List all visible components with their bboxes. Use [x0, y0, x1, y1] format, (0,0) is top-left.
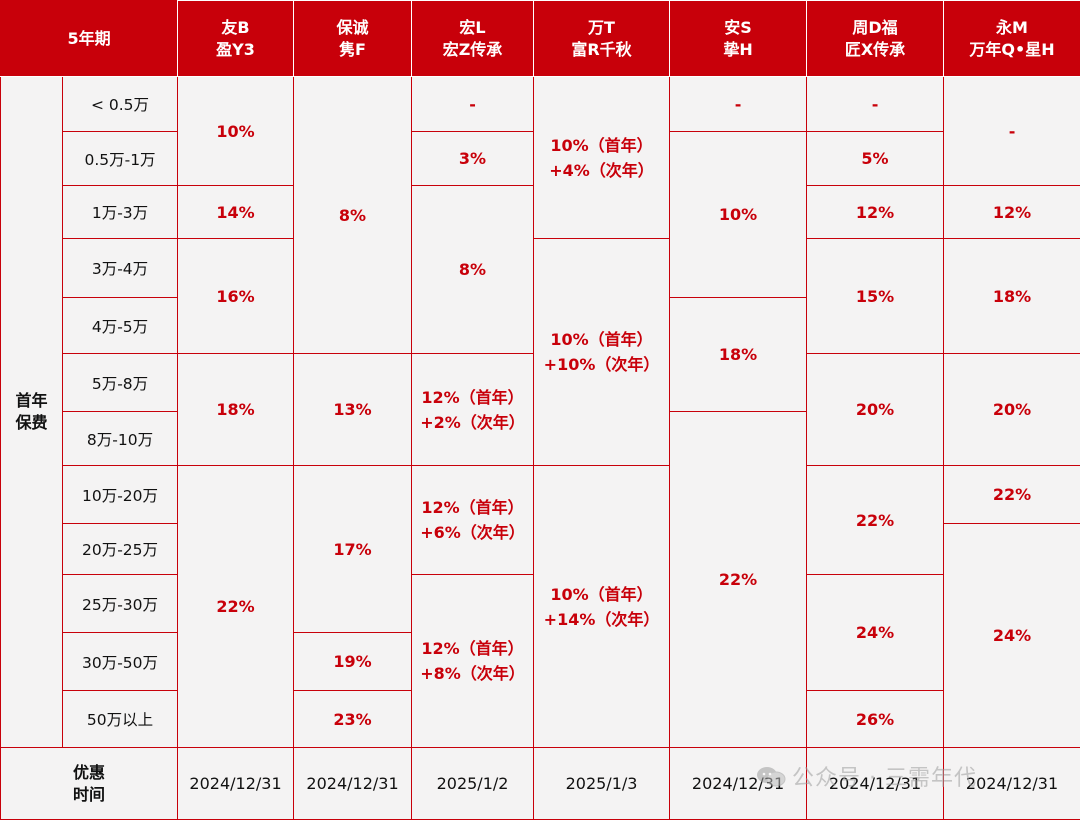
wechat-icon: [757, 767, 786, 787]
promo-date-cell: 2025/1/2: [411, 747, 535, 820]
rate-cell: 18%: [943, 238, 1080, 354]
rate-cell: 10%（首年） +4%（次年）: [533, 76, 671, 239]
table-row: 首年 保费 < 0.5万 10% 8% - 10%（首年） +4%（次年） - - …: [0, 76, 1080, 748]
range-cell: 5万-8万: [61, 353, 179, 412]
table-row: 3万-4万 16% 10%（首年） +10%（次年） 15% 18%: [1, 238, 1080, 466]
footer-row: 优惠 时间 2024/12/31 2024/12/31 2025/1/2 2025…: [0, 747, 1080, 820]
table-row: 4万-5万 18%: [1, 297, 1080, 412]
rate-cell: 12%: [943, 185, 1080, 239]
rate-cell: 15%: [806, 238, 945, 354]
rate-cell: 14%: [177, 185, 295, 239]
rate-cell: -: [806, 76, 945, 132]
table-row: 25万-30万 12%（首年） +8%（次年） 24%: [1, 574, 1080, 748]
section-label: 首年 保费: [0, 76, 63, 748]
header-row: 5年期 友B 盈Y3 保诚 隽F 宏L 宏Z传承 万T 富R千秋 安S 挚H 周D福 匠X传…: [0, 0, 1080, 77]
product-header-baocheng: 保诚 隽F: [293, 0, 413, 77]
rate-cell: 16%: [177, 238, 295, 354]
rate-cell: -: [669, 76, 808, 132]
rate-cell: 3%: [411, 131, 535, 186]
product-header-zhoud: 周D福 匠X传承: [806, 0, 945, 77]
rate-cell: 22%: [806, 465, 945, 575]
rate-cell: 13%: [293, 353, 413, 466]
table-row: 0.5万-1万 3% 10% 5%: [1, 131, 1080, 298]
range-cell: 8万-10万: [61, 411, 179, 466]
table-row: 20万-25万 24%: [1, 523, 1080, 748]
watermark-text: 公众号 · 三需年代: [792, 766, 977, 791]
rate-cell: 10%（首年） +10%（次年）: [533, 238, 671, 466]
promo-date-cell: 2024/12/31: [806, 747, 945, 820]
rate-cell: 8%: [411, 185, 535, 354]
rate-cell: 5%: [806, 131, 945, 186]
rate-cell: 10%: [177, 76, 295, 186]
range-cell: < 0.5万: [61, 76, 179, 132]
rate-cell: 24%: [806, 574, 945, 691]
table-row: 8万-10万 22%: [1, 411, 1080, 748]
promo-date-cell: 2024/12/31: [293, 747, 413, 820]
product-header-youb: 友B 盈Y3: [177, 0, 295, 77]
promo-date-cell: 2024/12/31: [943, 747, 1080, 820]
watermark: 公众号 · 三需年代: [756, 760, 977, 792]
range-cell: 30万-50万: [61, 632, 179, 691]
rate-cell: -: [411, 76, 535, 132]
rate-cell: 8%: [293, 76, 413, 354]
rate-cell: 18%: [177, 353, 295, 466]
rate-cell: 23%: [293, 690, 413, 748]
promo-date-cell: 2025/1/3: [533, 747, 671, 820]
promo-date-cell: 2024/12/31: [669, 747, 808, 820]
table-row: 10万-20万 22% 17% 12%（首年） +6%（次年） 10%（首年） +1…: [1, 465, 1080, 748]
range-cell: 1万-3万: [61, 185, 179, 239]
table-row: 50万以上 23% 26%: [1, 690, 1080, 748]
rate-cell: 20%: [943, 353, 1080, 466]
promo-period-label: 优惠 时间: [0, 747, 179, 820]
rate-cell: 22%: [669, 411, 808, 748]
product-header-hongl: 宏L 宏Z传承: [411, 0, 535, 77]
range-cell: 3万-4万: [61, 238, 179, 298]
table-row: 1万-3万 14% 8% 12% 12%: [1, 185, 1080, 354]
product-header-want: 万T 富R千秋: [533, 0, 671, 77]
range-cell: 50万以上: [61, 690, 179, 748]
rate-cell: 12%（首年） +2%（次年）: [411, 353, 535, 466]
rate-cell: 12%（首年） +6%（次年）: [411, 465, 535, 575]
rate-cell: 17%: [293, 465, 413, 633]
rate-cell: 10%: [669, 131, 808, 298]
rate-cell: 22%: [943, 465, 1080, 524]
rate-cell: 18%: [669, 297, 808, 412]
range-cell: 25万-30万: [61, 574, 179, 633]
rate-cell: 20%: [806, 353, 945, 466]
product-header-yongm: 永M 万年Q•星H: [943, 0, 1080, 77]
period-header: 5年期: [0, 0, 179, 77]
range-cell: 20万-25万: [61, 523, 179, 575]
rate-cell: 19%: [293, 632, 413, 691]
rate-cell: 22%: [177, 465, 295, 748]
rate-cell: 12%（首年） +8%（次年）: [411, 574, 535, 748]
rate-cell: 10%（首年） +14%（次年）: [533, 465, 671, 748]
rate-cell: 24%: [943, 523, 1080, 748]
rate-cell: 12%: [806, 185, 945, 239]
range-cell: 0.5万-1万: [61, 131, 179, 186]
promo-date-cell: 2024/12/31: [177, 747, 295, 820]
table-row: 5万-8万 18% 13% 12%（首年） +2%（次年） 20% 20%: [1, 353, 1080, 466]
rate-cell: 26%: [806, 690, 945, 748]
product-header-ans: 安S 挚H: [669, 0, 808, 77]
range-cell: 4万-5万: [61, 297, 179, 354]
range-cell: 10万-20万: [61, 465, 179, 524]
rate-cell: -: [943, 76, 1080, 186]
table-row: 30万-50万 19%: [1, 632, 1080, 691]
